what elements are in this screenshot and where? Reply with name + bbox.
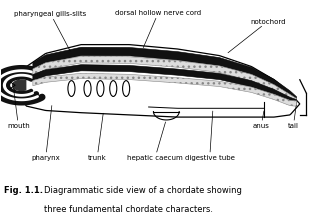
Text: notochord: notochord <box>228 19 286 53</box>
Polygon shape <box>13 80 26 90</box>
Ellipse shape <box>68 81 75 96</box>
Ellipse shape <box>97 81 104 96</box>
Ellipse shape <box>123 81 130 96</box>
Polygon shape <box>33 56 297 105</box>
Text: digestive tube: digestive tube <box>185 111 235 161</box>
Ellipse shape <box>84 81 91 96</box>
Text: pharynx: pharynx <box>31 106 60 161</box>
Ellipse shape <box>110 81 117 96</box>
Text: hepatic caecum: hepatic caecum <box>127 122 183 161</box>
Polygon shape <box>33 65 297 106</box>
Polygon shape <box>14 45 300 117</box>
Text: pharyngeal gills-slits: pharyngeal gills-slits <box>15 11 87 51</box>
Text: tail: tail <box>288 106 299 129</box>
Text: dorsal hollow nerve cord: dorsal hollow nerve cord <box>115 10 201 48</box>
Polygon shape <box>33 47 297 105</box>
Text: Fig. 1.1.: Fig. 1.1. <box>4 186 43 195</box>
Polygon shape <box>33 73 297 106</box>
Text: Diagrammatic side view of a chordate showing: Diagrammatic side view of a chordate sho… <box>44 186 242 195</box>
Text: mouth: mouth <box>7 91 30 129</box>
Text: three fundamental chordate characters.: three fundamental chordate characters. <box>44 205 213 214</box>
Text: anus: anus <box>253 111 270 129</box>
Text: trunk: trunk <box>88 113 107 161</box>
